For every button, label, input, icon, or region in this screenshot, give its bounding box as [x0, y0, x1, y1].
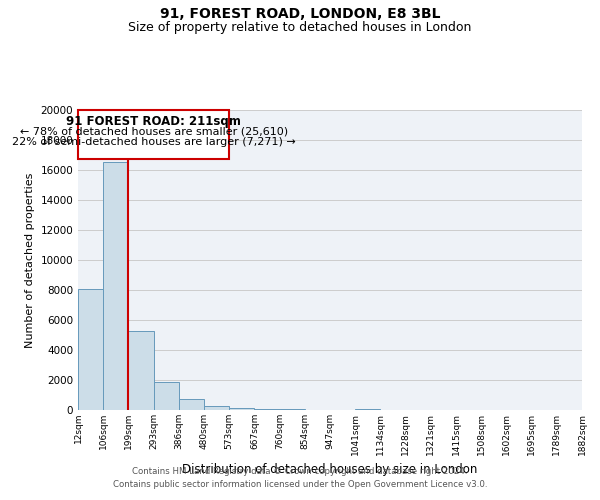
- Text: Contains HM Land Registry data © Crown copyright and database right 2024.: Contains HM Land Registry data © Crown c…: [132, 467, 468, 476]
- Bar: [254, 408, 280, 410]
- Bar: [103, 162, 128, 410]
- Text: Size of property relative to detached houses in London: Size of property relative to detached ho…: [128, 21, 472, 34]
- Text: ← 78% of detached houses are smaller (25,610): ← 78% of detached houses are smaller (25…: [20, 126, 287, 136]
- Text: Contains public sector information licensed under the Open Government Licence v3: Contains public sector information licen…: [113, 480, 487, 489]
- Text: 22% of semi-detached houses are larger (7,271) →: 22% of semi-detached houses are larger (…: [12, 137, 295, 147]
- Bar: [204, 406, 229, 410]
- Y-axis label: Number of detached properties: Number of detached properties: [25, 172, 35, 348]
- Bar: [154, 382, 179, 410]
- Bar: [128, 330, 154, 410]
- Bar: [78, 288, 103, 410]
- Bar: [355, 408, 380, 410]
- Bar: [179, 399, 204, 410]
- FancyBboxPatch shape: [78, 110, 229, 160]
- Bar: [280, 408, 305, 410]
- Text: 91, FOREST ROAD, LONDON, E8 3BL: 91, FOREST ROAD, LONDON, E8 3BL: [160, 8, 440, 22]
- Text: 91 FOREST ROAD: 211sqm: 91 FOREST ROAD: 211sqm: [66, 114, 241, 128]
- X-axis label: Distribution of detached houses by size in London: Distribution of detached houses by size …: [182, 463, 478, 476]
- Bar: [229, 408, 254, 410]
